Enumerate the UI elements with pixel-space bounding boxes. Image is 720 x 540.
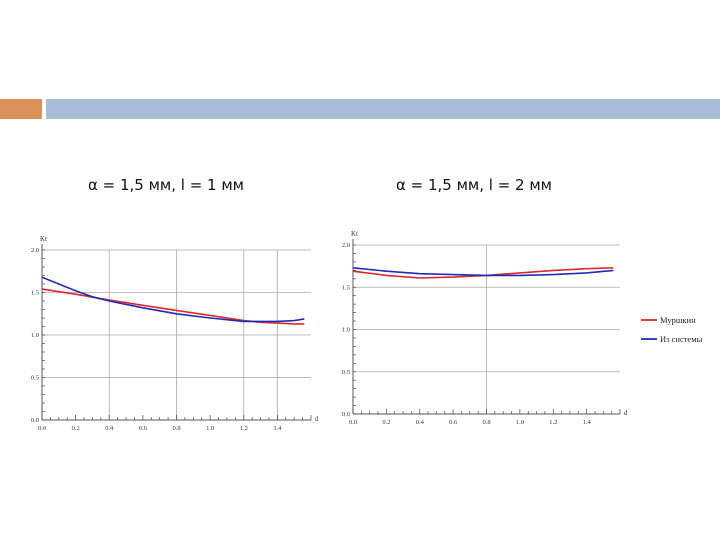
y-axis-label: Kt bbox=[351, 230, 358, 238]
x-tick-label: 0.8 bbox=[172, 425, 180, 432]
y-tick-label: 0.5 bbox=[31, 375, 39, 382]
x-tick-label: 0.4 bbox=[416, 419, 425, 426]
y-tick-label: 0.0 bbox=[342, 411, 350, 418]
x-tick-label: 0.0 bbox=[38, 425, 46, 432]
y-tick-label: 1.0 bbox=[342, 327, 350, 334]
series-line-2 bbox=[41, 276, 305, 323]
x-tick-label: 0.6 bbox=[139, 425, 148, 432]
x-axis-label: d bbox=[315, 415, 319, 423]
x-tick-label: 0.2 bbox=[72, 425, 80, 432]
y-tick-label: 1.0 bbox=[31, 332, 39, 339]
header-bar bbox=[46, 99, 720, 119]
y-tick-label: 1.5 bbox=[31, 290, 39, 297]
x-tick-label: 1.4 bbox=[583, 419, 592, 426]
x-axis-label: d bbox=[624, 409, 628, 417]
x-tick-label: 0.8 bbox=[482, 419, 490, 426]
x-tick-label: 0.0 bbox=[349, 419, 357, 426]
legend-label-1: Муршкин bbox=[660, 315, 696, 325]
x-tick-label: 1.0 bbox=[206, 425, 214, 432]
series-line-2 bbox=[352, 267, 614, 277]
y-tick-label: 2.0 bbox=[342, 242, 350, 249]
y-tick-label: 0.0 bbox=[31, 417, 39, 424]
header-accent-bar bbox=[0, 99, 42, 119]
x-tick-label: 1.4 bbox=[273, 425, 282, 432]
x-tick-label: 1.0 bbox=[516, 419, 524, 426]
y-axis-label: Kt bbox=[40, 235, 47, 243]
x-tick-label: 0.6 bbox=[449, 419, 458, 426]
x-tick-label: 0.2 bbox=[382, 419, 390, 426]
y-tick-label: 1.5 bbox=[342, 284, 350, 291]
x-tick-label: 1.2 bbox=[240, 425, 248, 432]
x-tick-label: 1.2 bbox=[549, 419, 557, 426]
legend-label-2: Из системы bbox=[660, 334, 703, 344]
chart-title-1: α = 1,5 мм, l = 1 мм bbox=[88, 176, 244, 194]
x-tick-label: 0.4 bbox=[105, 425, 114, 432]
y-tick-label: 0.5 bbox=[342, 369, 350, 376]
y-tick-label: 2.0 bbox=[31, 247, 39, 254]
chart-title-2: α = 1,5 мм, l = 2 мм bbox=[396, 176, 552, 194]
